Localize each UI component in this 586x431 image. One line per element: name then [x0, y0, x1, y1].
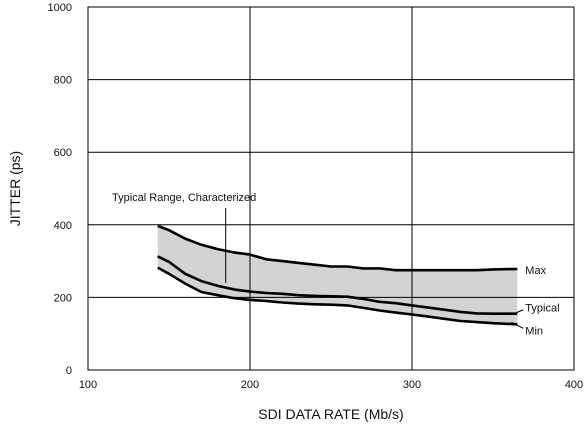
x-tick-label-200: 200 — [241, 379, 259, 391]
x-tick-label-300: 300 — [403, 379, 421, 391]
typical-range-band — [157, 225, 518, 325]
y-tick-label-1000: 1000 — [48, 2, 72, 14]
x-tick-label-100: 100 — [79, 379, 97, 391]
x-axis-title: SDI DATA RATE (Mb/s) — [258, 406, 403, 422]
typical-range-band-layer — [157, 225, 518, 325]
min-label-leader — [511, 321, 524, 329]
y-tick-label-400: 400 — [54, 220, 72, 232]
series-line-min — [157, 266, 518, 326]
series-label-min: Min — [525, 325, 543, 337]
y-axis-title: JITTER (ps) — [7, 151, 23, 226]
annotations: Typical Range, Characterized — [112, 192, 256, 283]
tick-labels: 100 200 300 400 0 200 400 600 800 1000 — [48, 2, 584, 391]
typical-label-leader — [511, 309, 524, 316]
x-tick-label-400: 400 — [565, 379, 583, 391]
y-tick-label-800: 800 — [54, 75, 72, 87]
series-label-typical: Typical — [525, 303, 559, 315]
y-tick-label-600: 600 — [54, 147, 72, 159]
series-line-max — [157, 224, 518, 272]
series-lines — [157, 224, 518, 326]
y-tick-label-200: 200 — [54, 292, 72, 304]
y-tick-label-0: 0 — [66, 365, 72, 377]
series-labels: Max Typical Min — [511, 265, 560, 337]
series-line-typical — [157, 255, 518, 316]
series-label-max: Max — [525, 265, 546, 277]
annotation-label-0: Typical Range, Characterized — [112, 192, 256, 204]
plot-area-frame — [87, 6, 575, 371]
